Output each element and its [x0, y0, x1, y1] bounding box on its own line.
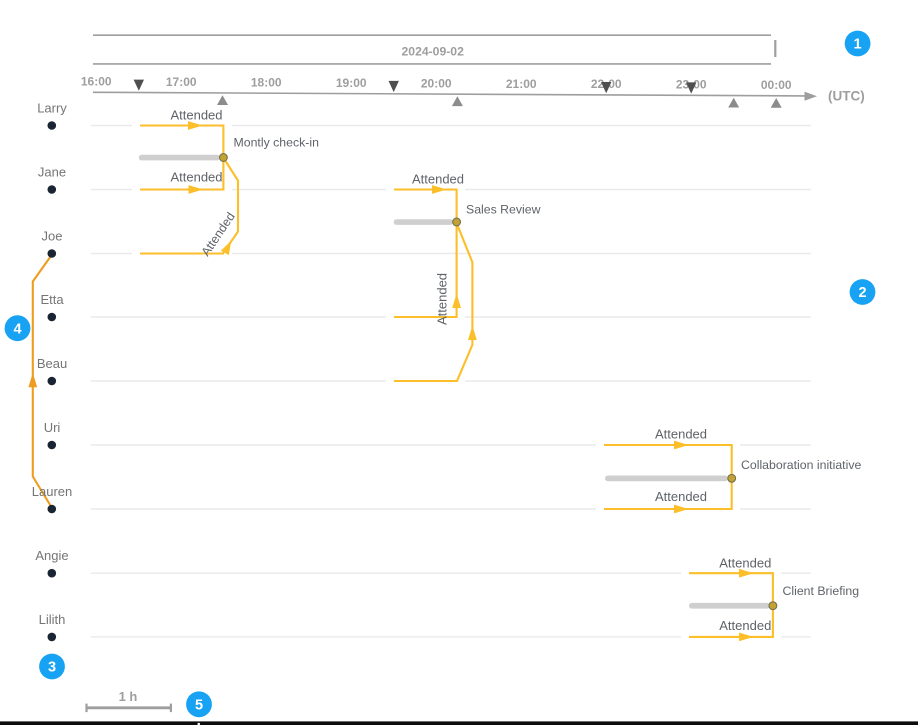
- svg-text:19:00: 19:00: [336, 76, 367, 90]
- svg-text:Montly check-in: Montly check-in: [234, 136, 320, 150]
- svg-text:Beau: Beau: [37, 356, 67, 371]
- svg-text:1: 1: [854, 37, 862, 53]
- svg-text:Attended: Attended: [412, 172, 464, 187]
- svg-text:18:00: 18:00: [251, 76, 282, 90]
- svg-text:16:00: 16:00: [81, 75, 112, 89]
- svg-text:Lilith: Lilith: [39, 612, 66, 627]
- svg-text:Attended: Attended: [435, 273, 450, 325]
- svg-text:2024-09-02: 2024-09-02: [402, 45, 465, 59]
- svg-text:Etta: Etta: [40, 292, 64, 307]
- svg-text:Attended: Attended: [655, 427, 707, 442]
- svg-text:(UTC): (UTC): [828, 89, 865, 104]
- svg-text:Sales Review: Sales Review: [466, 203, 541, 217]
- svg-text:21:00: 21:00: [506, 77, 537, 91]
- svg-text:Attended: Attended: [655, 489, 707, 504]
- svg-text:Attended: Attended: [170, 108, 222, 123]
- svg-text:Client Briefing: Client Briefing: [783, 584, 860, 598]
- svg-text:Attended: Attended: [170, 170, 222, 185]
- svg-text:Collaboration initiative: Collaboration initiative: [741, 458, 861, 472]
- svg-text:Attended: Attended: [719, 618, 771, 633]
- svg-text:00:00: 00:00: [761, 78, 792, 92]
- svg-text:20:00: 20:00: [421, 76, 452, 90]
- svg-text:1 h: 1 h: [119, 689, 138, 704]
- svg-text:Lauren: Lauren: [32, 484, 72, 499]
- svg-text:3: 3: [48, 660, 56, 676]
- svg-text:Joe: Joe: [42, 229, 63, 244]
- svg-text:17:00: 17:00: [166, 75, 197, 89]
- svg-text:5: 5: [195, 698, 203, 714]
- svg-text:Larry: Larry: [37, 101, 67, 116]
- svg-text:2: 2: [858, 285, 866, 301]
- svg-text:Angie: Angie: [35, 548, 68, 563]
- svg-text:Uri: Uri: [44, 420, 61, 435]
- svg-text:Jane: Jane: [38, 165, 66, 180]
- svg-text:Attended: Attended: [719, 556, 771, 571]
- svg-text:4: 4: [13, 321, 21, 337]
